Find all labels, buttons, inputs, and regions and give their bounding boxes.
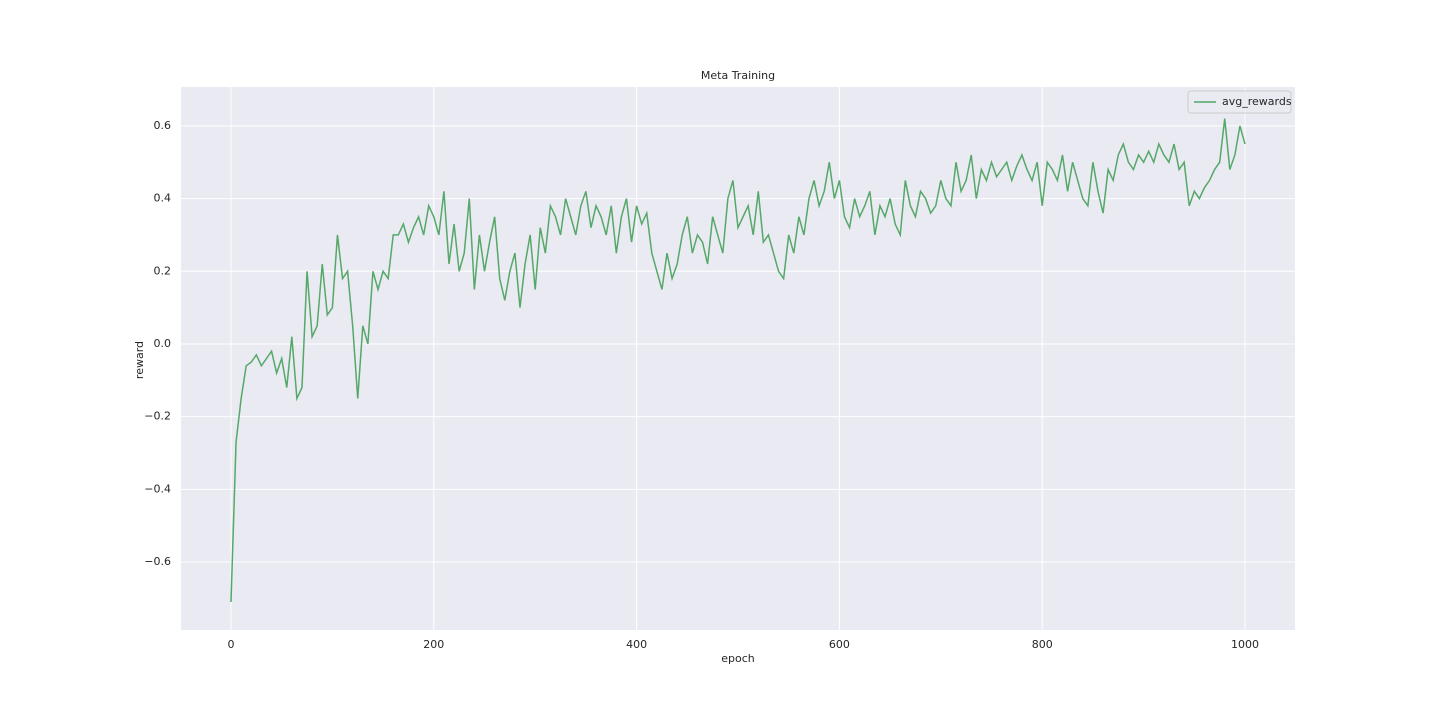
y-tick-label: 0.4 [154,192,172,205]
x-tick-label: 800 [1032,638,1053,651]
x-tick-label: 1000 [1231,638,1259,651]
y-tick-label: −0.4 [144,482,171,495]
y-tick-label: 0.0 [154,337,172,350]
x-tick-label: 400 [626,638,647,651]
y-tick-label: −0.2 [144,410,171,423]
y-axis-label: reward [133,341,146,379]
legend-box [1187,90,1292,114]
plot-area [181,87,1295,630]
y-tick-label: −0.6 [144,555,171,568]
x-axis-label: epoch [721,652,755,665]
legend-label: avg_rewards [1222,95,1292,108]
x-tick-label: 600 [829,638,850,651]
chart-title: Meta Training [701,69,775,82]
data-line [230,118,1246,603]
y-tick-label: 0.6 [154,119,172,132]
x-tick-label: 0 [227,638,234,651]
y-tick-label: 0.2 [154,264,172,277]
x-tick-label: 200 [423,638,444,651]
